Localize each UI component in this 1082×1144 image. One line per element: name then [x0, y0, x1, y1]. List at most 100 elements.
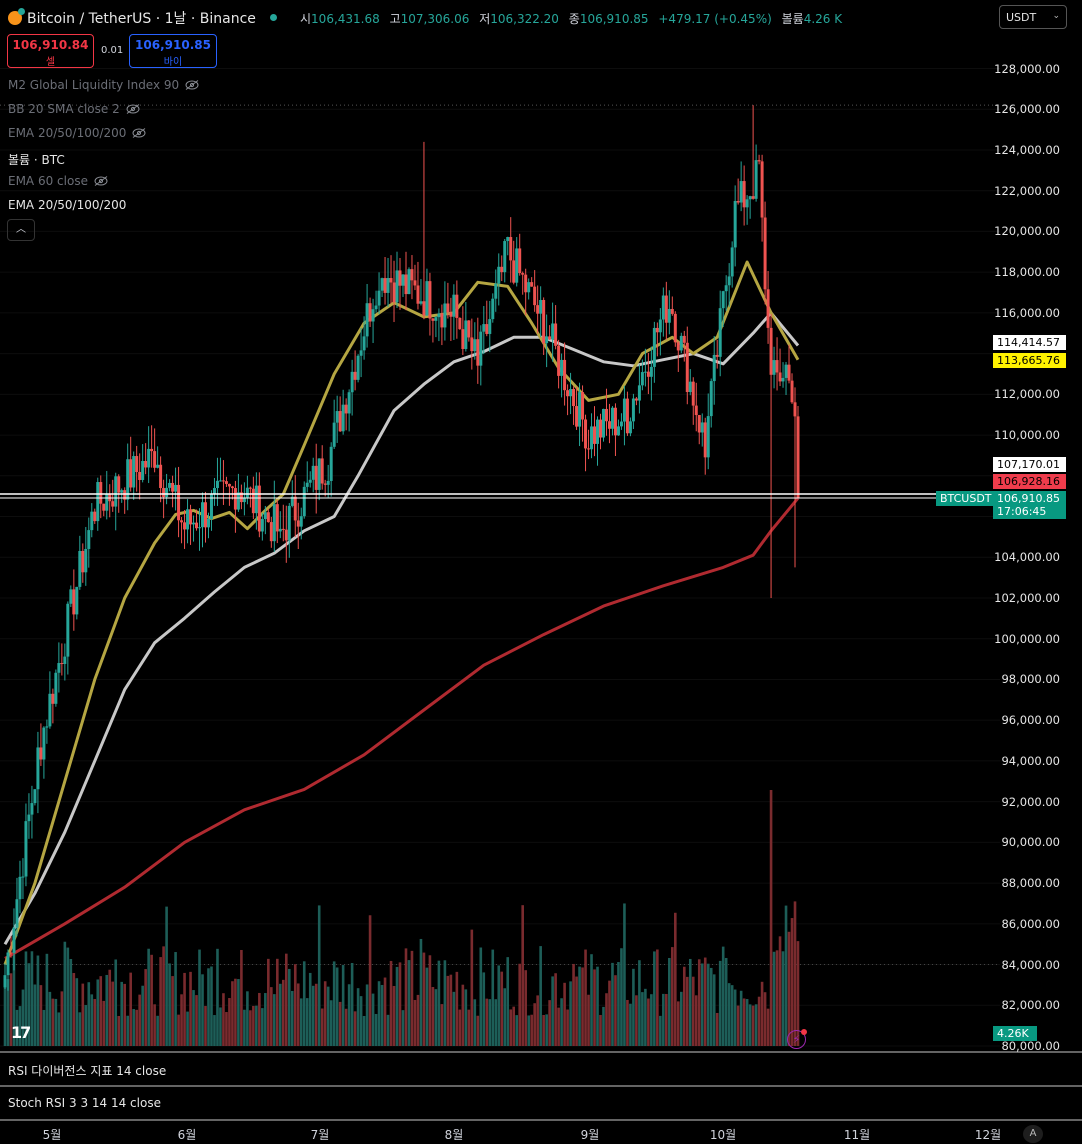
candle-body	[290, 496, 294, 506]
indicator-item[interactable]: BB 20 SMA close 2	[8, 102, 140, 116]
volume-bar	[685, 976, 689, 1046]
tradingview-logo[interactable]: 17	[11, 1023, 31, 1042]
candle-body	[781, 377, 785, 382]
time-axis-label: 9월	[580, 1128, 600, 1142]
candle-body	[206, 518, 210, 528]
volume-bar	[102, 1000, 106, 1046]
market-open-dot	[270, 14, 277, 21]
currency-select[interactable]: USDT ⌄	[999, 5, 1067, 29]
candle-body	[341, 404, 345, 432]
candle-body	[168, 482, 172, 488]
bitcoin-icon	[8, 8, 25, 25]
volume-bar	[15, 1009, 19, 1046]
sell-button[interactable]: 106,910.84 셀	[7, 34, 94, 68]
eye-hidden-icon[interactable]	[126, 104, 140, 114]
candle-body	[126, 459, 130, 500]
volume-bar	[503, 988, 507, 1046]
volume-bar	[273, 994, 276, 1046]
volume-bar	[362, 1015, 366, 1046]
volume-bar	[796, 941, 800, 1046]
eye-hidden-icon[interactable]	[185, 80, 199, 90]
volume-bar	[781, 951, 785, 1046]
volume-bar	[572, 963, 575, 1046]
volume-bar	[186, 1011, 189, 1046]
volume-bar	[180, 994, 183, 1046]
candle-body	[21, 876, 25, 878]
candle-body	[455, 294, 459, 318]
candle-body	[162, 488, 166, 498]
candle-body	[57, 663, 61, 673]
eye-hidden-icon[interactable]	[132, 128, 146, 138]
volume-bar	[213, 1015, 216, 1046]
candle-body	[180, 520, 184, 523]
candle-body	[227, 483, 231, 487]
volume-bar	[356, 988, 360, 1046]
candle-body	[440, 313, 444, 328]
candle-body	[637, 385, 641, 401]
candle-body	[754, 160, 758, 199]
high-marker-tag: 107,170.01	[993, 457, 1066, 472]
candle-body	[323, 483, 327, 485]
candle-body	[332, 422, 336, 447]
symbol-title[interactable]: Bitcoin / TetherUS · 1날 · Binance	[8, 8, 256, 28]
candle-body	[248, 487, 252, 489]
volume-bar	[395, 966, 399, 1046]
candle-body	[60, 663, 64, 665]
volume-bar	[210, 966, 213, 1046]
candle-body	[757, 160, 761, 162]
volume-bar	[314, 983, 318, 1046]
candle-body	[380, 278, 384, 291]
volume-bar	[482, 972, 486, 1046]
eye-hidden-icon[interactable]	[94, 176, 108, 186]
candle-body	[299, 516, 303, 527]
candle-body	[473, 339, 477, 352]
indicator-item[interactable]: M2 Global Liquidity Index 90	[8, 78, 199, 92]
volume-bar	[724, 957, 728, 1046]
volume-bar	[694, 995, 698, 1046]
bar-countdown: 17:06:45	[997, 505, 1047, 518]
candle-body	[45, 726, 49, 728]
candle-body	[395, 270, 399, 303]
volume-bar	[548, 1000, 551, 1046]
rsi-pane-label[interactable]: RSI 다이버전스 지표 14 close	[8, 1064, 167, 1078]
volume-bar	[608, 980, 611, 1046]
candle-body	[649, 366, 653, 377]
candle-body	[500, 266, 504, 273]
indicator-item[interactable]: EMA 60 close	[8, 174, 108, 188]
candle-body	[479, 331, 483, 366]
collapse-legend-button[interactable]: ︿	[7, 219, 35, 241]
candle-body	[153, 451, 157, 468]
candle-body	[772, 360, 776, 375]
alert-bolt-icon[interactable]: ⚡	[787, 1029, 807, 1049]
volume-bar	[401, 1010, 405, 1046]
volume-bar	[530, 1014, 533, 1046]
volume-bar	[626, 999, 629, 1046]
stoch-pane-label[interactable]: Stoch RSI 3 3 14 14 close	[8, 1096, 161, 1110]
volume-bar	[665, 993, 668, 1046]
indicator-item[interactable]: EMA 20/50/100/200	[8, 126, 146, 140]
candle-body	[260, 519, 264, 532]
candle-body	[129, 459, 133, 488]
candle-body	[730, 247, 734, 277]
candle-body	[482, 324, 486, 332]
ema-red-price-tag: 106,928.16	[993, 474, 1066, 489]
indicator-item[interactable]: 볼륨 · BTC	[8, 153, 65, 167]
candle-body	[123, 490, 127, 500]
candle-body	[512, 260, 516, 283]
volume-bar	[485, 998, 489, 1046]
candle-body	[278, 528, 282, 532]
volume-bar	[458, 1009, 462, 1046]
volume-bar	[377, 981, 381, 1046]
volume-bar	[464, 989, 468, 1046]
candle-body	[144, 460, 148, 468]
indicator-item[interactable]: EMA 20/50/100/200	[8, 198, 127, 212]
volume-bar	[389, 960, 393, 1046]
candle-body	[192, 522, 196, 525]
auto-scale-button[interactable]: A	[1023, 1125, 1043, 1143]
candle-body	[96, 482, 100, 522]
volume-bar	[745, 999, 749, 1046]
candle-body	[685, 342, 689, 393]
volume-bar	[611, 962, 614, 1046]
buy-button[interactable]: 106,910.85 바이	[129, 34, 217, 68]
